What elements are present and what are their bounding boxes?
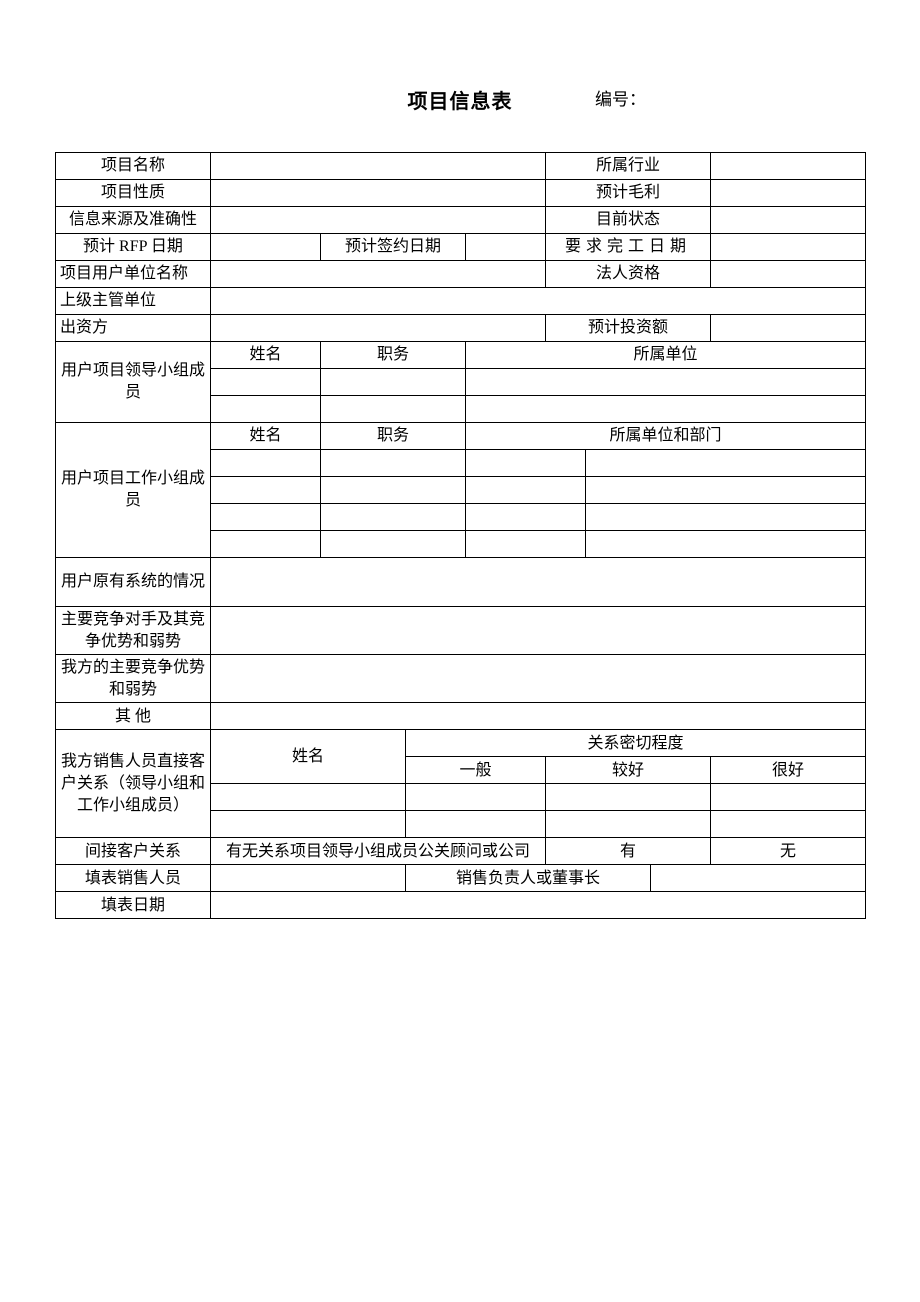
field-rfp-date [211, 234, 321, 261]
field-completion-date [711, 234, 866, 261]
label-sign-date: 预计签约日期 [321, 234, 466, 261]
field-relation-good-2 [546, 811, 711, 838]
field-relation-normal-1 [406, 784, 546, 811]
label-expected-profit: 预计毛利 [546, 180, 711, 207]
label-funder: 出资方 [56, 315, 211, 342]
label-name-1: 姓名 [211, 342, 321, 369]
field-relation-name-1 [211, 784, 406, 811]
field-lead-affiliation-2 [466, 396, 866, 423]
label-good: 较好 [546, 757, 711, 784]
field-legal-status [711, 261, 866, 288]
label-yes: 有 [546, 838, 711, 865]
project-info-table: 项目名称 所属行业 项目性质 预计毛利 信息来源及准确性 目前状态 预计 RFP… [55, 152, 866, 919]
field-expected-investment [711, 315, 866, 342]
field-work-affiliation-4a [466, 531, 586, 558]
field-existing-system [211, 558, 866, 607]
label-sales-lead: 销售负责人或董事长 [406, 865, 651, 892]
field-sales-lead [651, 865, 866, 892]
label-pr-consultant: 有无关系项目领导小组成员公关顾问或公司 [211, 838, 546, 865]
field-funder [211, 315, 546, 342]
field-lead-name-2 [211, 396, 321, 423]
label-position-1: 职务 [321, 342, 466, 369]
field-expected-profit [711, 180, 866, 207]
label-indirect-relation: 间接客户关系 [56, 838, 211, 865]
label-info-source: 信息来源及准确性 [56, 207, 211, 234]
field-work-name-2 [211, 477, 321, 504]
label-no: 无 [711, 838, 866, 865]
field-work-position-2 [321, 477, 466, 504]
field-relation-very-good-2 [711, 811, 866, 838]
field-relation-good-1 [546, 784, 711, 811]
field-project-nature [211, 180, 546, 207]
label-our-advantages: 我方的主要竞争优势和弱势 [56, 655, 211, 703]
field-our-advantages [211, 655, 866, 703]
field-lead-position-1 [321, 369, 466, 396]
field-work-position-3 [321, 504, 466, 531]
field-work-affiliation-2b [586, 477, 866, 504]
label-user-unit: 项目用户单位名称 [56, 261, 211, 288]
label-project-name: 项目名称 [56, 153, 211, 180]
label-legal-status: 法人资格 [546, 261, 711, 288]
field-work-affiliation-3b [586, 504, 866, 531]
label-user-lead-group: 用户项目领导小组成员 [56, 342, 211, 423]
field-relation-very-good-1 [711, 784, 866, 811]
label-position-2: 职务 [321, 423, 466, 450]
label-form-filler: 填表销售人员 [56, 865, 211, 892]
label-affiliation-1: 所属单位 [466, 342, 866, 369]
label-normal: 一般 [406, 757, 546, 784]
label-existing-system: 用户原有系统的情况 [56, 558, 211, 607]
field-work-position-4 [321, 531, 466, 558]
label-industry: 所属行业 [546, 153, 711, 180]
field-lead-position-2 [321, 396, 466, 423]
label-sales-relation: 我方销售人员直接客户关系（领导小组和工作小组成员） [56, 730, 211, 838]
field-superior-unit [211, 288, 866, 315]
field-work-affiliation-3a [466, 504, 586, 531]
label-form-date: 填表日期 [56, 892, 211, 919]
field-form-date [211, 892, 866, 919]
field-lead-name-1 [211, 369, 321, 396]
form-title: 项目信息表 [408, 85, 513, 114]
field-relation-normal-2 [406, 811, 546, 838]
field-work-affiliation-1a [466, 450, 586, 477]
label-name-3: 姓名 [211, 730, 406, 784]
form-header: 项目信息表 编号： [55, 85, 865, 114]
label-name-2: 姓名 [211, 423, 321, 450]
field-project-name [211, 153, 546, 180]
field-work-affiliation-2a [466, 477, 586, 504]
field-work-position-1 [321, 450, 466, 477]
label-rfp-date: 预计 RFP 日期 [56, 234, 211, 261]
label-other: 其 他 [56, 703, 211, 730]
field-other [211, 703, 866, 730]
label-current-status: 目前状态 [546, 207, 711, 234]
field-lead-affiliation-1 [466, 369, 866, 396]
label-expected-investment: 预计投资额 [546, 315, 711, 342]
field-work-affiliation-4b [586, 531, 866, 558]
field-sign-date [466, 234, 546, 261]
form-code-label: 编号： [595, 85, 646, 110]
label-project-nature: 项目性质 [56, 180, 211, 207]
label-relation-level: 关系密切程度 [406, 730, 866, 757]
label-competitors: 主要竞争对手及其竞争优势和弱势 [56, 607, 211, 655]
field-info-source [211, 207, 546, 234]
label-superior-unit: 上级主管单位 [56, 288, 211, 315]
field-work-name-3 [211, 504, 321, 531]
label-affiliation-dept: 所属单位和部门 [466, 423, 866, 450]
label-very-good: 很好 [711, 757, 866, 784]
field-user-unit [211, 261, 546, 288]
field-competitors [211, 607, 866, 655]
field-work-affiliation-1b [586, 450, 866, 477]
field-form-filler [211, 865, 406, 892]
label-user-work-group: 用户项目工作小组成员 [56, 423, 211, 558]
field-current-status [711, 207, 866, 234]
field-work-name-4 [211, 531, 321, 558]
field-work-name-1 [211, 450, 321, 477]
field-relation-name-2 [211, 811, 406, 838]
field-industry [711, 153, 866, 180]
label-completion-date: 要求完工日期 [546, 234, 711, 261]
